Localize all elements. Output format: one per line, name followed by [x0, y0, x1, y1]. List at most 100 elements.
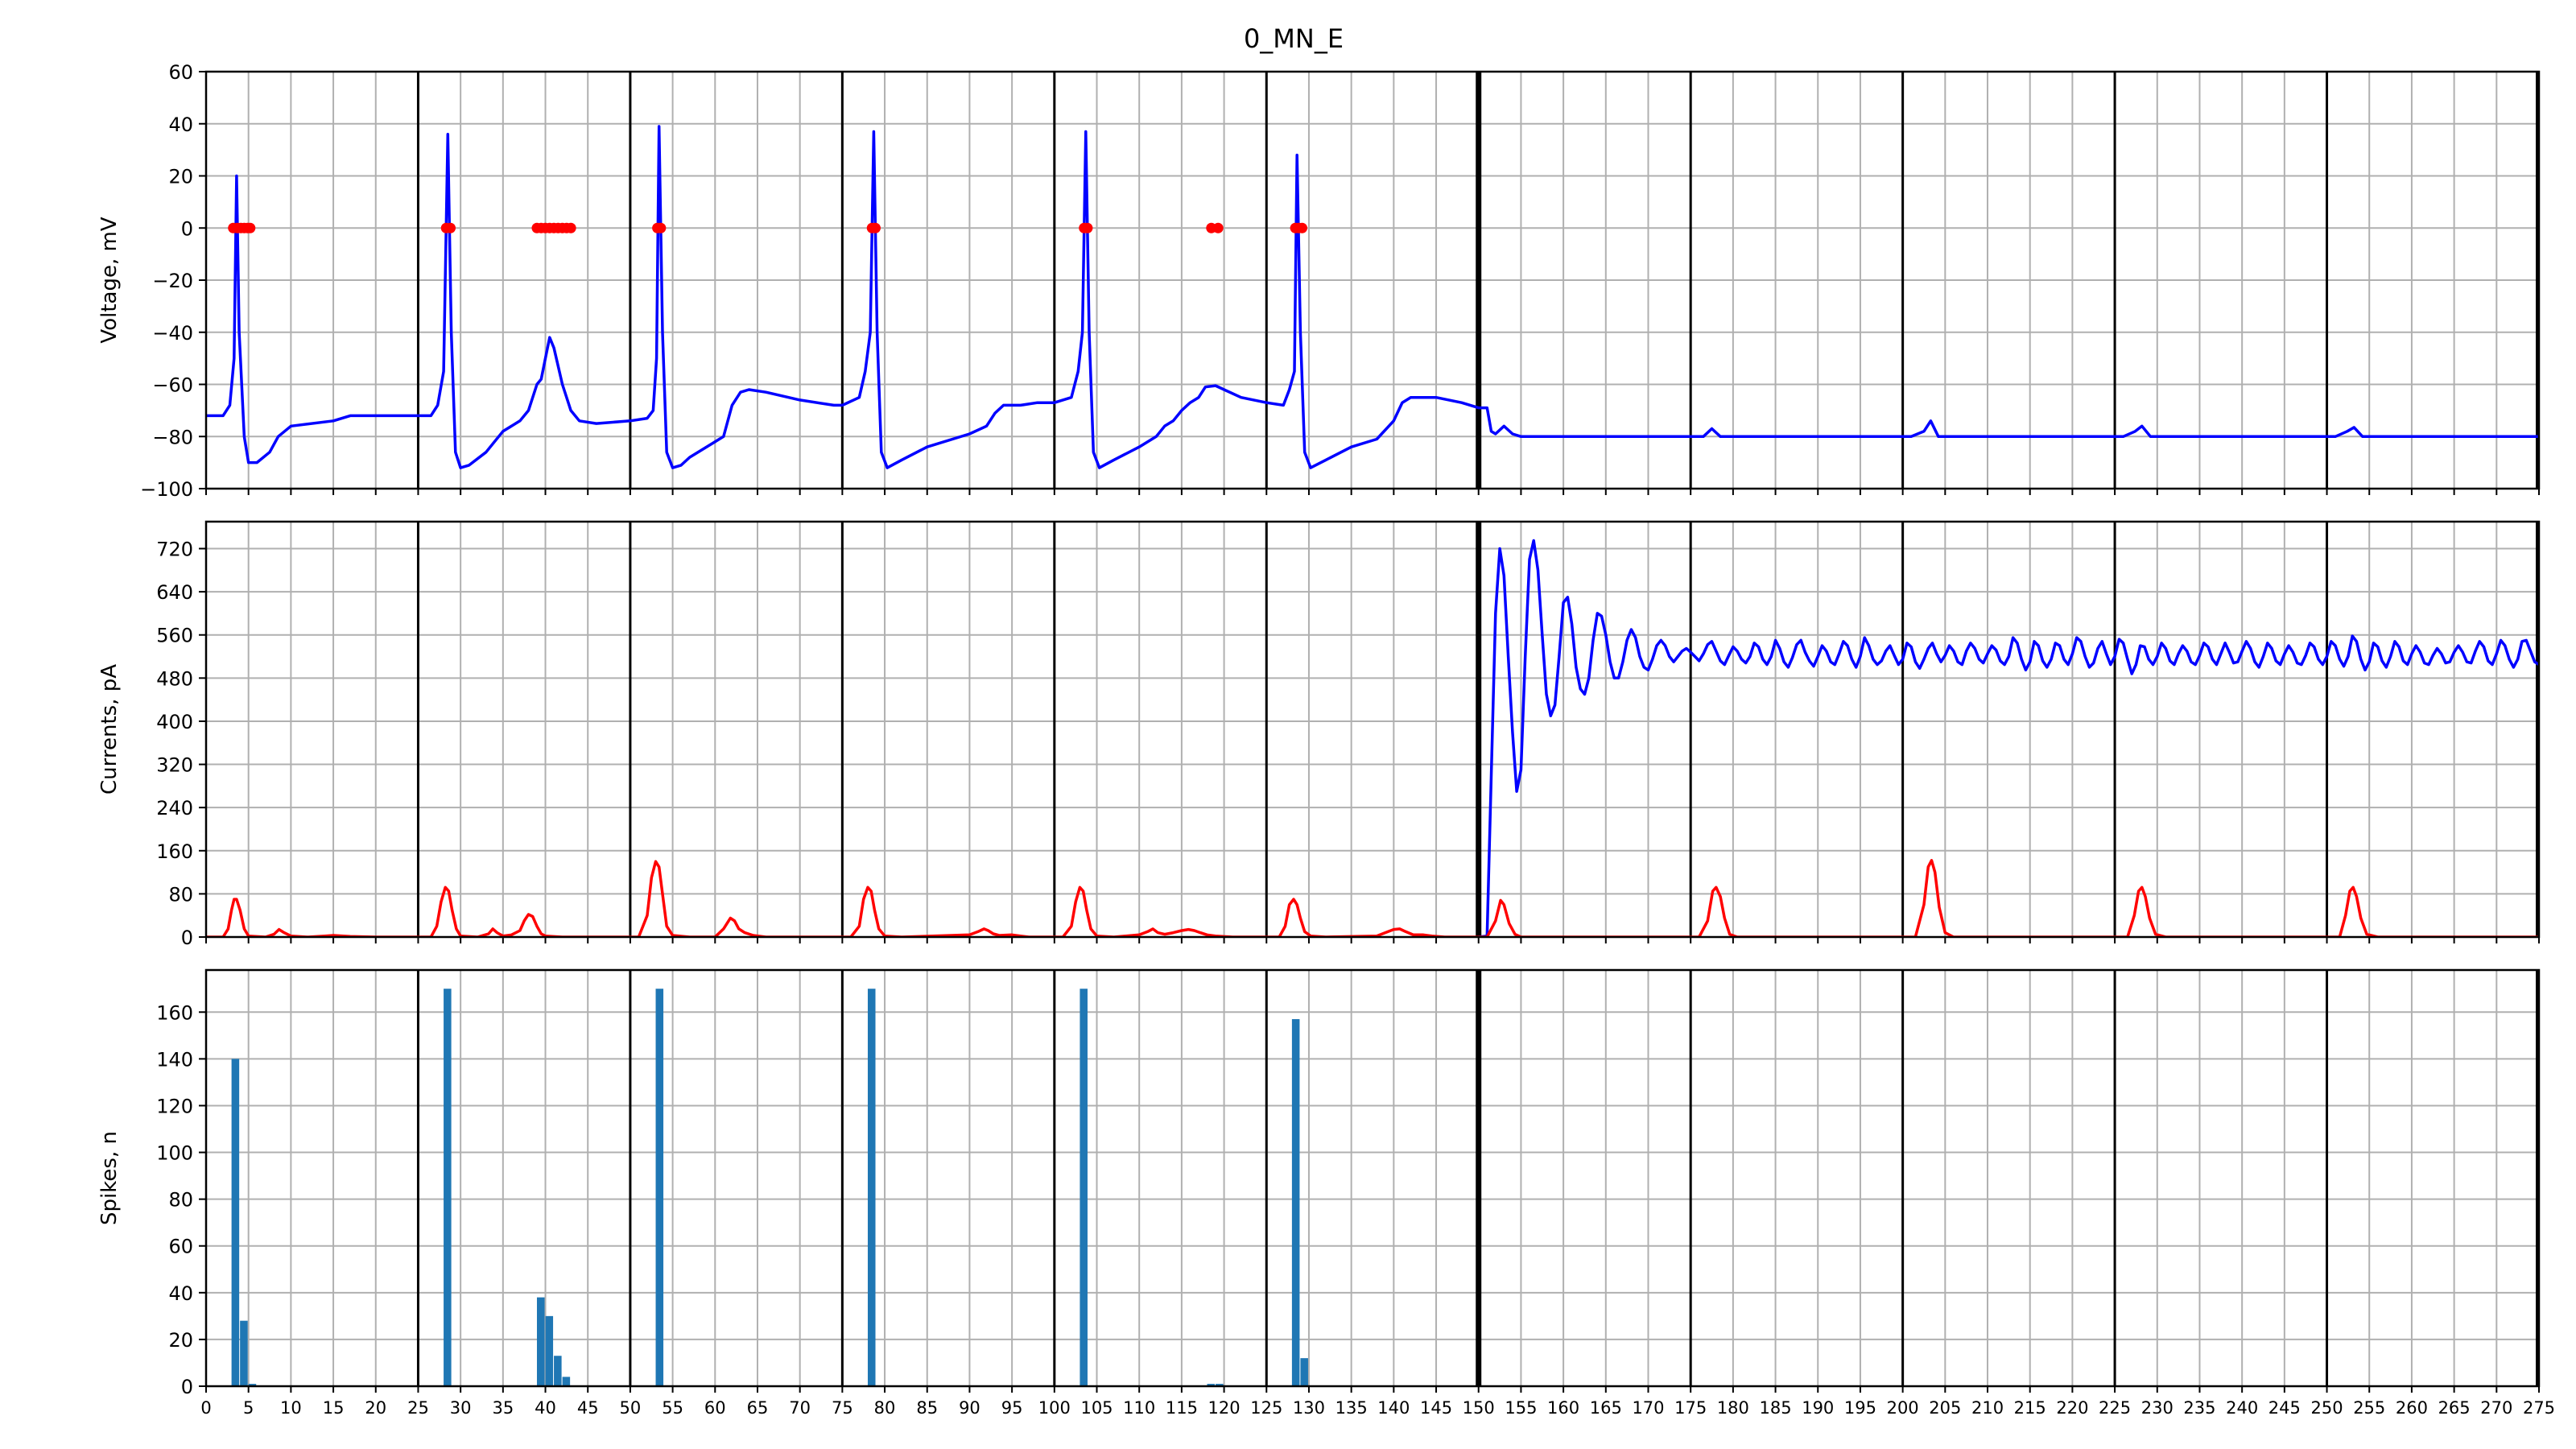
voltage-panel: −100 −80 −60 −40 −20 0 20 40 60 Voltage, mV — [97, 61, 2541, 501]
x-tick-label: 180 — [1717, 1398, 1749, 1418]
x-tick-label: 95 — [1001, 1398, 1023, 1418]
y-axis-label: Currents, pA — [97, 664, 122, 795]
spike-marker — [1082, 222, 1093, 233]
y-tick-label: 80 — [168, 883, 193, 906]
x-tick-label: 150 — [1463, 1398, 1495, 1418]
x-tick-label: 45 — [577, 1398, 599, 1418]
y-tick-label: 100 — [156, 1142, 193, 1165]
x-tick-label: 80 — [874, 1398, 896, 1418]
x-tick-label: 130 — [1293, 1398, 1325, 1418]
x-tick-label: 225 — [2099, 1398, 2131, 1418]
figure-title: 0_MN_E — [1244, 23, 1344, 54]
x-tick-label: 110 — [1123, 1398, 1155, 1418]
x-tick-label: 125 — [1250, 1398, 1282, 1418]
x-tick-label: 175 — [1674, 1398, 1707, 1418]
histogram-bar — [1300, 1358, 1308, 1386]
y-tick-label: 80 — [168, 1189, 193, 1212]
x-tick-label: 35 — [492, 1398, 514, 1418]
x-tick-label: 240 — [2226, 1398, 2258, 1418]
x-tick-label: 60 — [704, 1398, 726, 1418]
y-tick-label: −80 — [152, 426, 193, 448]
x-tick-label: 260 — [2396, 1398, 2428, 1418]
histogram-bar — [1216, 1384, 1224, 1386]
y-tick-label: 40 — [168, 1282, 193, 1305]
axes-frame — [204, 968, 2541, 1388]
x-tick-label: 0 — [200, 1398, 211, 1418]
x-tick-label: 245 — [2268, 1398, 2301, 1418]
series-line-0 — [1478, 539, 2539, 937]
spikes-panel: 0 20 40 60 80 100 120 140 160 0 5 10 15 20 25 30 35 40 45 5… — [97, 968, 2555, 1418]
x-tick-label: 105 — [1080, 1398, 1113, 1418]
x-tick-label: 190 — [1802, 1398, 1834, 1418]
x-tick-label: 50 — [620, 1398, 642, 1418]
x-tick-label: 200 — [1887, 1398, 1919, 1418]
x-tick-label: 70 — [789, 1398, 811, 1418]
histogram-bar — [554, 1356, 562, 1386]
x-tick-label: 230 — [2141, 1398, 2174, 1418]
histogram-bar — [444, 989, 452, 1386]
y-tick-label: 0 — [181, 927, 193, 949]
currents-panel: 0 80 160 240 320 400 480 560 640 720 Currents, pA — [97, 520, 2541, 949]
spike-marker — [869, 222, 881, 233]
histogram-bar — [1291, 1018, 1300, 1386]
plot-area — [206, 125, 2539, 469]
y-tick-label: 40 — [168, 114, 193, 136]
x-tick-label: 210 — [1971, 1398, 2004, 1418]
x-tick-label: 40 — [535, 1398, 556, 1418]
x-tick-label: 265 — [2438, 1398, 2471, 1418]
y-tick-label: 60 — [168, 61, 193, 84]
x-tick-label: 30 — [450, 1398, 472, 1418]
spike-marker — [1297, 222, 1308, 233]
histogram-bar — [536, 1297, 545, 1386]
x-tick-label: 160 — [1547, 1398, 1579, 1418]
x-tick-label: 250 — [2310, 1398, 2343, 1418]
histogram-bar — [655, 989, 664, 1386]
plot-area — [231, 989, 1308, 1386]
spike-marker — [655, 222, 667, 233]
y-tick-label: 0 — [181, 217, 193, 240]
y-tick-label: 60 — [168, 1236, 193, 1258]
x-tick-label: 75 — [832, 1398, 853, 1418]
y-axis-label: Voltage, mV — [97, 217, 122, 343]
y-tick-label: 720 — [156, 539, 193, 561]
histogram-bar — [1207, 1384, 1216, 1386]
x-tick-label: 25 — [407, 1398, 429, 1418]
x-tick-label: 65 — [747, 1398, 769, 1418]
x-tick-label: 140 — [1377, 1398, 1410, 1418]
y-tick-label: −100 — [140, 478, 193, 501]
x-tick-label: 185 — [1760, 1398, 1792, 1418]
y-tick-label: 160 — [156, 1001, 193, 1024]
histogram-bar — [240, 1320, 248, 1386]
x-tick-label: 235 — [2183, 1398, 2215, 1418]
y-tick-label: 20 — [168, 1329, 193, 1352]
y-tick-label: 560 — [156, 625, 193, 647]
x-tick-label: 10 — [280, 1398, 302, 1418]
x-tick-label: 85 — [916, 1398, 938, 1418]
x-tick-label: 275 — [2523, 1398, 2555, 1418]
y-tick-label: −40 — [152, 322, 193, 345]
x-tick-label: 205 — [1929, 1398, 1961, 1418]
y-tick-label: 160 — [156, 840, 193, 863]
y-tick-label: 480 — [156, 667, 193, 690]
histogram-bar — [562, 1377, 571, 1386]
histogram-bar — [231, 1059, 240, 1386]
x-tick-label: 15 — [323, 1398, 345, 1418]
x-tick-label: 100 — [1038, 1398, 1071, 1418]
y-tick-label: 120 — [156, 1095, 193, 1117]
x-tick-label: 90 — [959, 1398, 980, 1418]
spike-marker — [444, 222, 456, 233]
x-tick-label: 120 — [1208, 1398, 1241, 1418]
spike-marker — [565, 222, 576, 233]
x-tick-label: 195 — [1844, 1398, 1876, 1418]
spike-marker — [245, 222, 256, 233]
y-tick-label: −60 — [152, 374, 193, 397]
y-axis-label: Spikes, n — [97, 1131, 122, 1225]
x-tick-label: 165 — [1590, 1398, 1622, 1418]
series-line-0 — [206, 125, 2539, 469]
x-tick-label: 170 — [1632, 1398, 1664, 1418]
histogram-bar — [1080, 989, 1088, 1386]
series-line-1 — [206, 859, 2539, 937]
x-tick-label: 5 — [243, 1398, 254, 1418]
y-tick-label: 240 — [156, 797, 193, 819]
axes-frame — [204, 520, 2541, 939]
